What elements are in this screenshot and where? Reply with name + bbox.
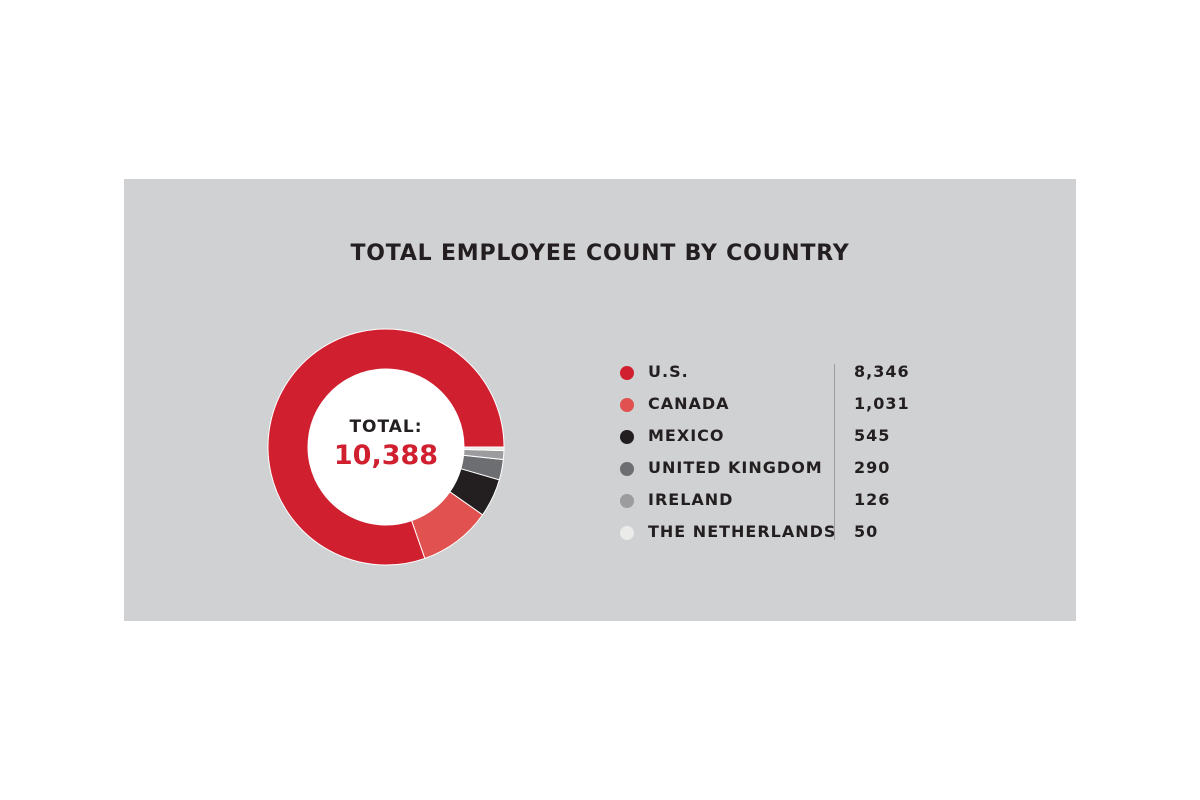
legend-swatch bbox=[620, 526, 634, 540]
legend-item: U.S. 8,346 bbox=[620, 360, 940, 392]
legend-label: THE NETHERLANDS bbox=[648, 522, 837, 541]
donut-slice-u-s bbox=[267, 328, 505, 566]
chart-legend: U.S. 8,346 CANADA 1,031 MEXICO 545 UNITE… bbox=[620, 360, 940, 552]
legend-item: UNITED KINGDOM 290 bbox=[620, 456, 940, 488]
legend-swatch bbox=[620, 462, 634, 476]
legend-item: CANADA 1,031 bbox=[620, 392, 940, 424]
legend-value: 545 bbox=[854, 426, 891, 445]
legend-swatch bbox=[620, 430, 634, 444]
legend-item: MEXICO 545 bbox=[620, 424, 940, 456]
donut-center: TOTAL: 10,388 bbox=[266, 327, 506, 567]
legend-item: THE NETHERLANDS 50 bbox=[620, 520, 940, 552]
donut-hole bbox=[308, 369, 464, 525]
legend-swatch bbox=[620, 398, 634, 412]
chart-title: TOTAL EMPLOYEE COUNT BY COUNTRY bbox=[350, 241, 850, 266]
legend-value: 1,031 bbox=[854, 394, 910, 413]
legend-item: IRELAND 126 bbox=[620, 488, 940, 520]
legend-swatch bbox=[620, 494, 634, 508]
total-label: TOTAL: bbox=[349, 417, 423, 437]
legend-swatch bbox=[620, 366, 634, 380]
legend-label: CANADA bbox=[648, 394, 730, 413]
legend-divider bbox=[834, 364, 835, 540]
legend-value: 50 bbox=[854, 522, 879, 541]
legend-label: UNITED KINGDOM bbox=[648, 458, 823, 477]
total-value: 10,388 bbox=[333, 440, 439, 471]
legend-label: U.S. bbox=[648, 362, 689, 381]
donut-chart bbox=[267, 328, 505, 566]
legend-value: 126 bbox=[854, 490, 891, 509]
legend-value: 8,346 bbox=[854, 362, 910, 381]
legend-value: 290 bbox=[854, 458, 891, 477]
legend-label: IRELAND bbox=[648, 490, 734, 509]
chart-panel: TOTAL EMPLOYEE COUNT BY COUNTRY TOTAL: 1… bbox=[124, 179, 1076, 621]
legend-label: MEXICO bbox=[648, 426, 725, 445]
